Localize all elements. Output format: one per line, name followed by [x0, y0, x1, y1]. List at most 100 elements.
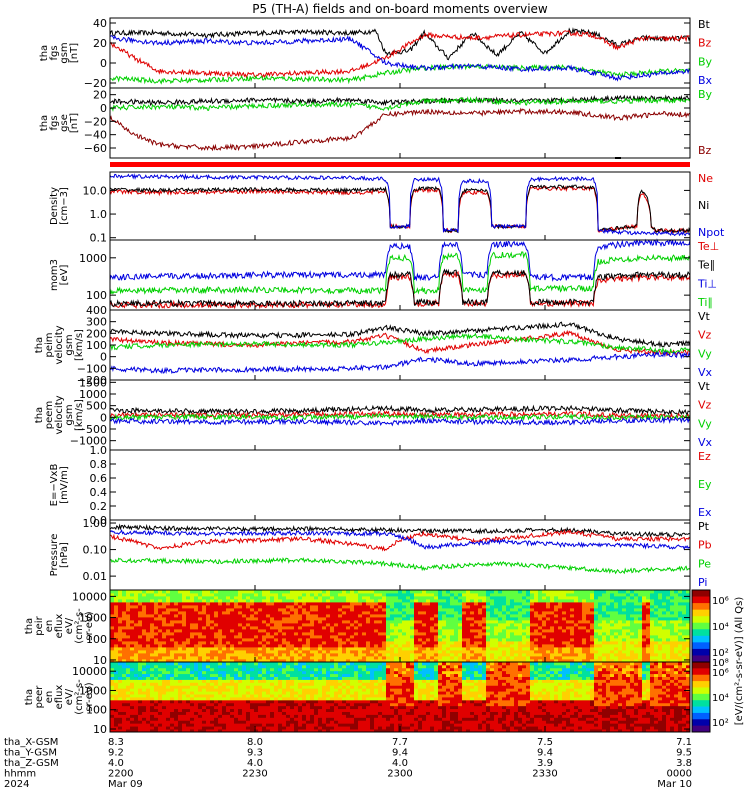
peem-velocity-legend-2: Vy: [698, 417, 712, 430]
x-row-label: hhmm: [4, 769, 36, 780]
peim-velocity-ytick-label: 400: [86, 304, 107, 317]
colorbar-tick: 10²: [712, 718, 729, 729]
fgs-gse-series-2: [110, 109, 690, 150]
x-tick-label: 9.2: [108, 748, 124, 759]
density-ytick-label: 1.0: [90, 208, 108, 221]
colorbar-tick: 10⁴: [712, 693, 729, 704]
pressure-legend-3: Pi: [698, 576, 707, 589]
peem-velocity-legend-0: Vt: [698, 380, 711, 393]
fgs-ylabel-line: [nT]: [69, 43, 80, 63]
pressure-series-3: [110, 530, 690, 549]
efield-ytick-label: 1.0: [90, 444, 108, 457]
peim-velocity-ytick-label: 300: [86, 316, 107, 329]
efield-legend-0: Ez: [698, 450, 711, 463]
fgs-gse-legend-0: By: [698, 88, 713, 101]
peim-velocity-series-2: [110, 334, 690, 353]
colorbar-tick: 10⁸: [712, 658, 729, 669]
fgs-gse-series-0: [110, 96, 690, 105]
fgs-gse-frame: [110, 88, 690, 158]
colorbar-tick: 10⁶: [712, 596, 729, 607]
peim-velocity-ylabel-line: [km/s]: [74, 329, 85, 361]
pressure-ytick-label: 1.00: [83, 517, 108, 530]
fgs-gse-ytick-label: −40: [84, 129, 107, 142]
peem-velocity-ytick-label: 0: [100, 411, 107, 424]
peem-velocity-legend-1: Vz: [698, 399, 712, 412]
peer-spectrogram: [110, 662, 690, 732]
peir-spectrogram: [110, 590, 690, 662]
pressure-legend-1: Pb: [698, 539, 712, 552]
temperature-legend-1: Te∥: [697, 259, 715, 272]
x-tick-label: 8.3: [108, 737, 124, 748]
peem-velocity-ytick-label: 1500: [79, 376, 107, 389]
pressure-series-1: [110, 530, 690, 550]
x-row-label: tha_X-GSM: [4, 737, 58, 748]
pressure-legend-2: Pe: [698, 557, 711, 570]
efield-ytick-label: 0.6: [90, 472, 108, 485]
peim-velocity-legend-3: Vx: [698, 366, 713, 379]
colorbar-tick: 10⁶: [712, 668, 729, 679]
density-series-0: [110, 187, 690, 233]
x-tick-label: Mar 09: [108, 779, 143, 790]
temperature-ytick-label: 100: [86, 289, 107, 302]
fgs-legend-2: By: [698, 55, 713, 68]
peer-ylabel-line: sr-eV): [84, 682, 95, 711]
fgs-legend-3: Bx: [698, 74, 713, 87]
x-tick-label: 2330: [532, 769, 557, 780]
temperature-ylabel-line: [eV]: [59, 265, 70, 286]
x-tick-label: 4.0: [392, 758, 408, 769]
peim-velocity-series-3: [110, 352, 690, 373]
density-ytick-label: 0.1: [90, 232, 108, 245]
efield-ytick-label: 0.4: [90, 486, 108, 499]
fgs-ytick-label: 0: [100, 57, 107, 70]
efield-legend-2: Ex: [698, 506, 712, 519]
peim-velocity-legend-0: Vt: [698, 310, 711, 323]
density-ylabel-line: [cm−3]: [59, 187, 70, 225]
x-tick-label: 2300: [387, 769, 412, 780]
fgs-gse-legend-1: Bz: [698, 144, 712, 157]
temperature-ytick-label: 1000: [79, 252, 107, 265]
pressure-ytick-label: 0.01: [83, 570, 108, 583]
temperature-legend-2: Ti⊥: [697, 277, 717, 290]
fgs-gse-ytick-label: 20: [93, 89, 107, 102]
peim-velocity-ytick-label: −100: [77, 362, 107, 375]
fgs-gse-ytick-label: 0: [100, 102, 107, 115]
colorbar-tick: 10⁴: [712, 622, 729, 633]
colorbar-label: [eV/(cm²-s-sr-eV)] (All Qs): [734, 597, 745, 726]
efield-frame: [110, 450, 690, 520]
fgs-ytick-label: 20: [93, 37, 107, 50]
peem-velocity-legend-3: Vx: [698, 436, 713, 449]
peer-ytick-label: 10000: [72, 665, 107, 678]
density-frame: [110, 172, 690, 240]
x-tick-label: 7.7: [392, 737, 408, 748]
fgs-gse-ytick-label: −20: [84, 115, 107, 128]
x-row-label: tha_Y-GSM: [4, 748, 57, 759]
efield-ylabel-line: [mV/m]: [59, 466, 70, 504]
peir-ytick-label: 10000: [72, 590, 107, 603]
fgs-legend-1: Bz: [698, 37, 712, 50]
efield-legend-1: Ey: [698, 478, 712, 491]
x-tick-label: 9.3: [247, 748, 263, 759]
x-tick-label: 0000: [667, 769, 692, 780]
pressure-legend-0: Pt: [698, 520, 710, 533]
temperature-legend-3: Ti∥: [697, 296, 713, 309]
x-tick-label: 9.4: [392, 748, 408, 759]
peer-ytick-label: 10: [93, 723, 107, 736]
pressure-series-2: [110, 558, 690, 573]
fgs-series-0: [110, 29, 690, 60]
peim-velocity-ytick-label: 100: [86, 339, 107, 352]
peem-velocity-ytick-label: 500: [86, 400, 107, 413]
density-legend-0: Ne: [698, 172, 713, 185]
density-series-1: [110, 185, 690, 232]
x-row-label: 2024: [4, 779, 29, 790]
temperature-legend-0: Te⊥: [697, 240, 719, 253]
